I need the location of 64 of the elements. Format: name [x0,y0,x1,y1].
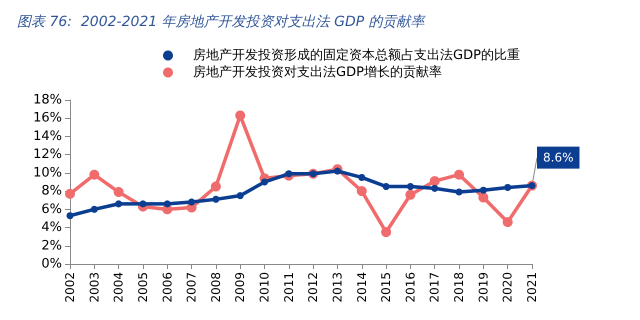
y-tick-label: 12% [33,147,62,162]
point [212,196,220,203]
x-tick-label: 2016 [403,272,418,303]
point [285,170,292,178]
point [454,170,464,180]
x-tick-label: 2021 [525,272,539,303]
point [430,176,440,186]
point [431,184,438,192]
point [188,198,196,206]
point [405,190,416,200]
x-tick-label: 2004 [112,272,126,303]
legend-label: 房地产开发投资形成的固定资本总额占支出法GDP的比重 [193,47,520,63]
x-tick-label: 2017 [428,272,442,303]
point [89,170,100,180]
x-tick-label: 2009 [233,272,248,303]
point [358,174,366,181]
legend-label: 房地产开发投资对支出法GDP增长的贡献率 [193,64,442,80]
point [381,227,392,238]
point [114,187,124,198]
point [406,183,414,190]
y-tick-label: 6% [41,202,62,217]
y-tick-label: 4% [41,220,62,236]
x-tick-label: 2008 [208,272,223,303]
point [502,217,513,228]
x-tick-label: 2006 [160,272,174,303]
x-tick-label: 2007 [184,272,199,303]
x-tick-label: 2013 [330,272,344,303]
y-tick-label: 10% [33,165,62,180]
point [164,200,171,208]
point [334,168,341,175]
annotation: 8.6% [543,150,574,165]
point [480,186,487,194]
x-tick-label: 2010 [258,272,272,303]
point [210,182,221,192]
x-tick-label: 2012 [306,272,320,303]
y-tick-label: 2% [41,238,62,254]
point [478,192,488,202]
point [456,188,463,196]
x-tick-label: 2014 [354,272,369,303]
x-tick-label: 2018 [452,272,466,303]
y-tick-label: 18% [33,92,62,108]
point [504,184,512,191]
x-tick-label: 2005 [136,272,150,303]
point [235,110,246,120]
point [65,188,75,199]
point [236,192,244,200]
point [139,200,146,208]
x-tick-label: 2003 [87,272,102,303]
y-tick-label: 0% [41,256,62,272]
point [356,186,367,196]
point [261,178,268,186]
x-tick-label: 2019 [476,272,490,303]
point [90,206,98,213]
y-tick-label: 14% [33,128,62,144]
y-tick-label: 8% [41,184,62,199]
y-tick-label: 16% [33,110,62,126]
x-tick-label: 2011 [282,272,296,303]
x-tick-label: 2020 [500,272,515,303]
point [115,200,122,208]
chart-title: 图表 76: 2002-2021 年房地产开发投资对支出法 GDP 的贡献率 [17,14,427,30]
point [66,212,74,220]
x-tick-label: 2015 [379,272,394,303]
point [382,183,390,190]
x-tick-label: 2002 [63,272,77,303]
